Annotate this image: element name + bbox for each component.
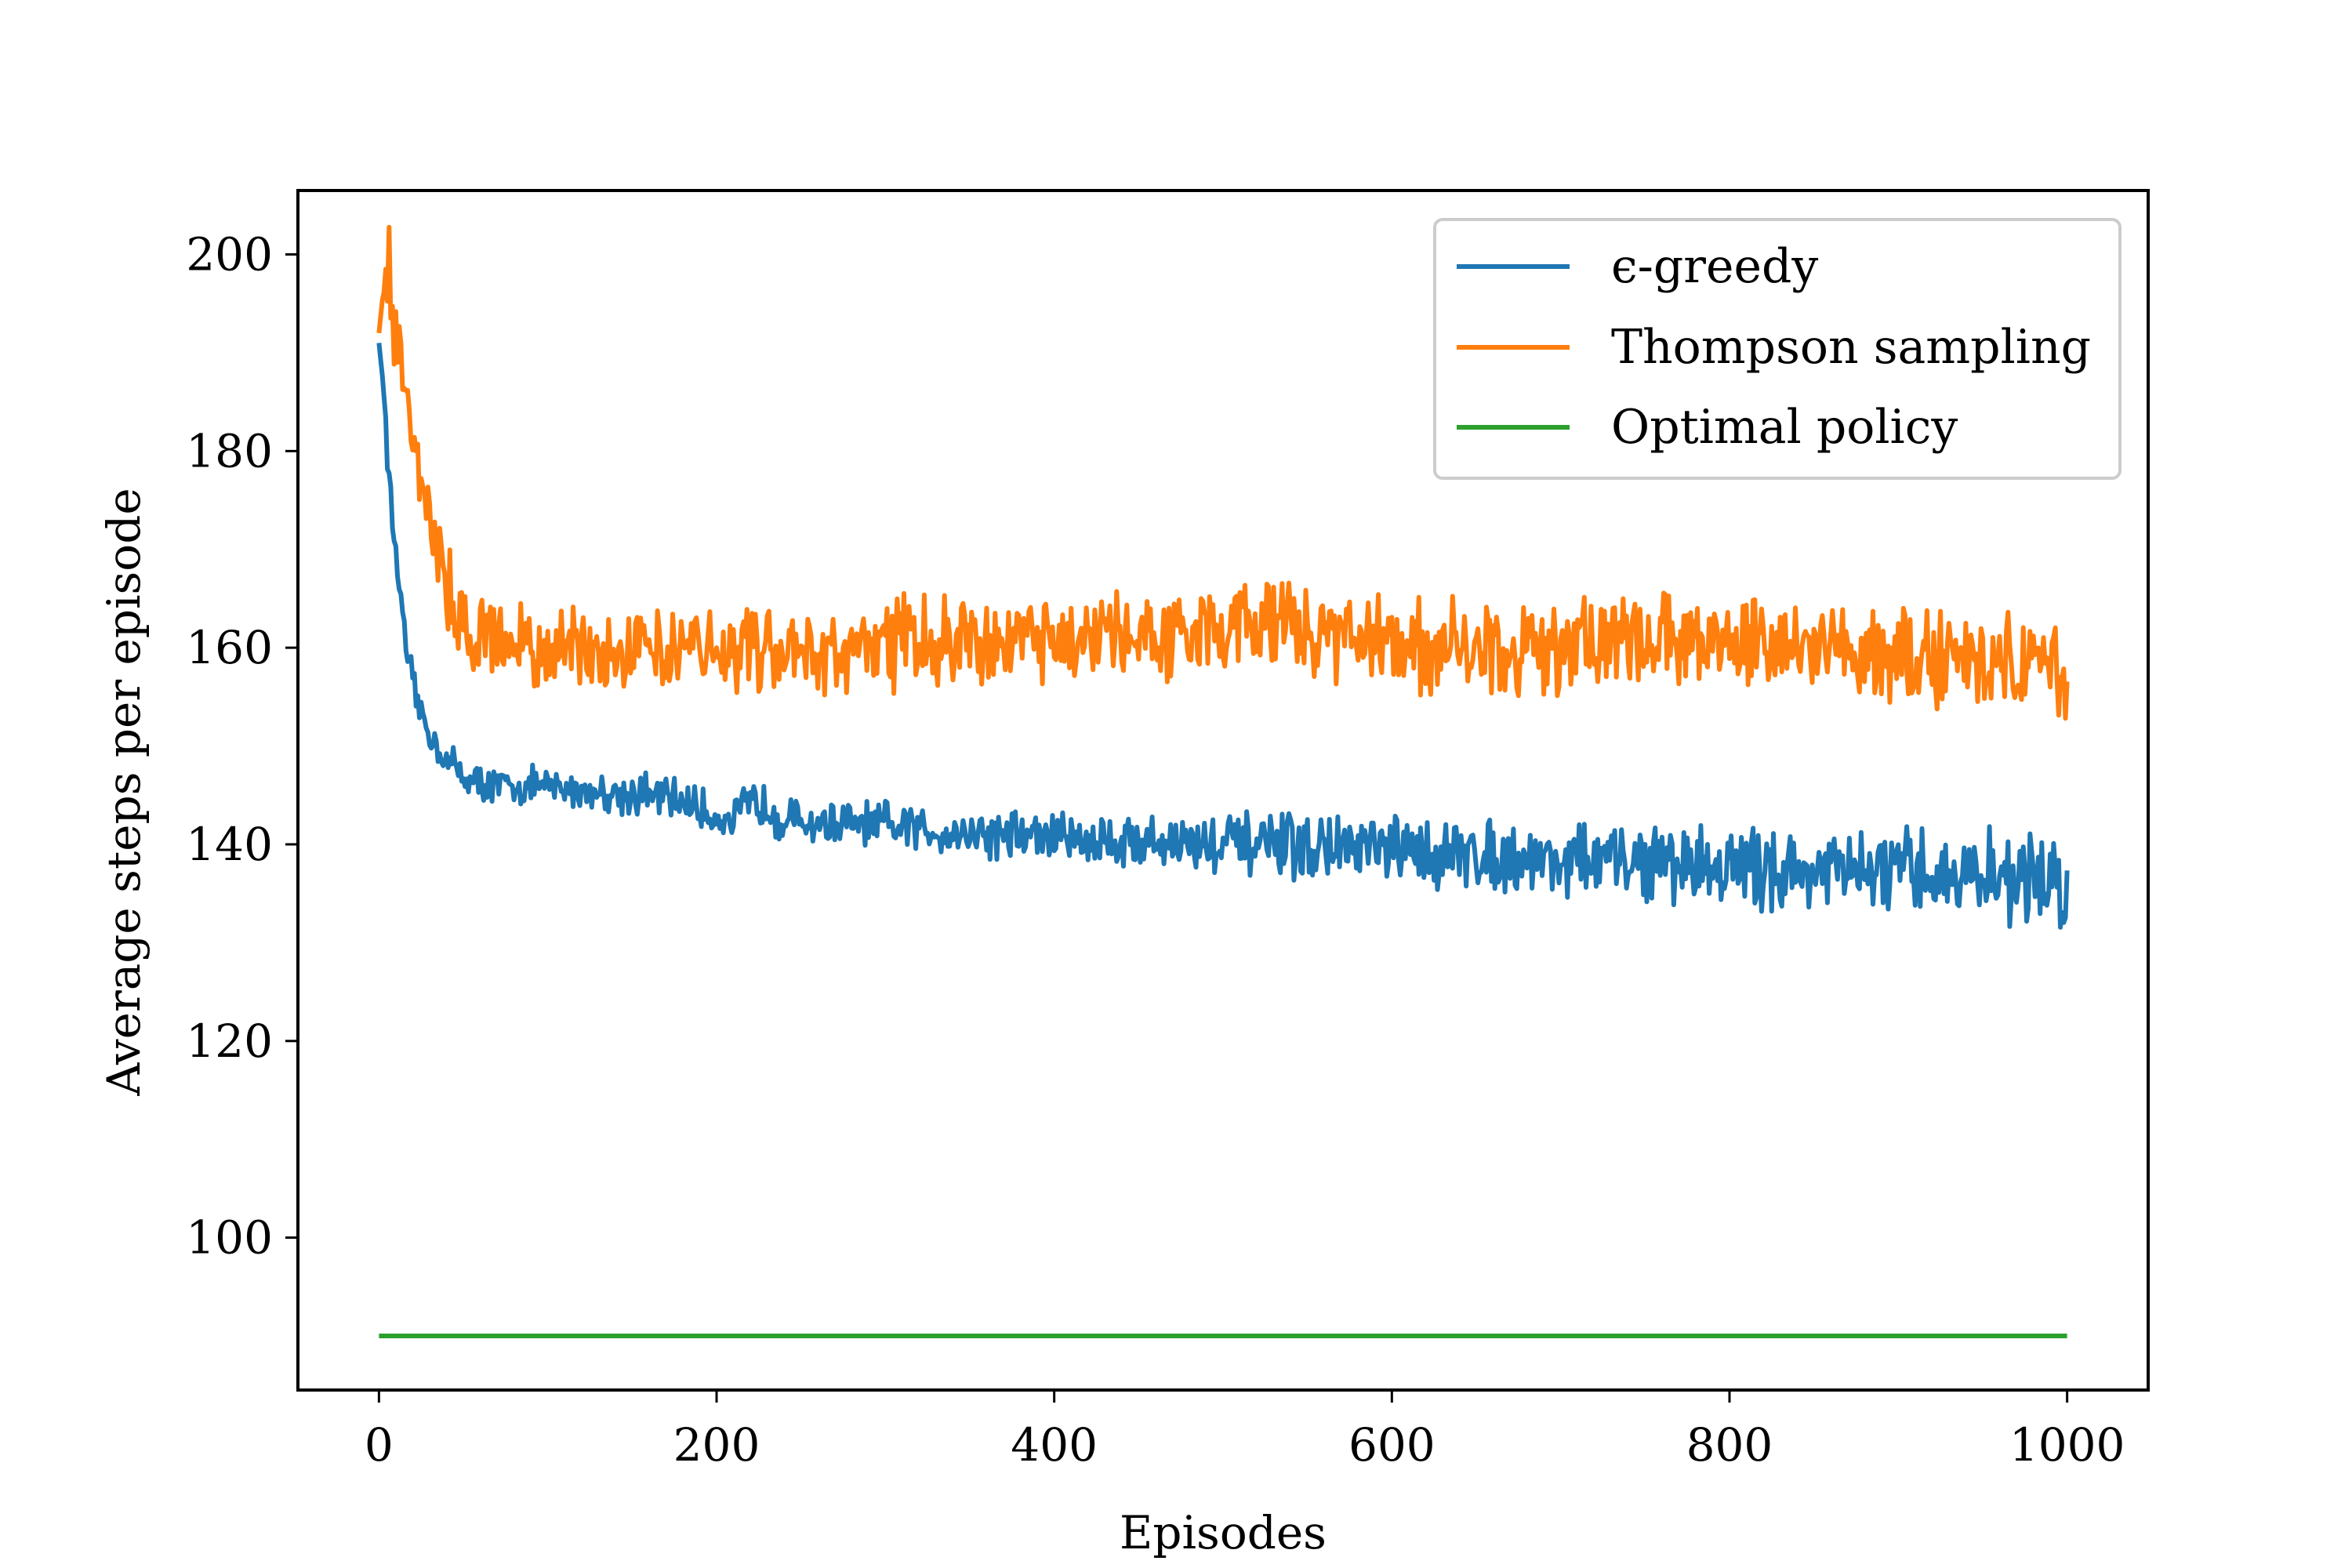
legend: ϵ-greedy Thompson sampling Optimal polic…: [1433, 218, 2122, 480]
series-line-greedy: [376, 343, 2070, 930]
y-axis-label: Average steps per episode: [97, 488, 151, 1096]
x-tick-label: 1000: [2009, 1418, 2125, 1472]
x-tick-label: 400: [1011, 1418, 1098, 1472]
y-tick-label: 200: [186, 228, 273, 281]
x-tick-label: 600: [1348, 1418, 1436, 1472]
y-tick-label: 120: [186, 1014, 273, 1068]
legend-box: [1433, 218, 2122, 480]
y-tick-label: 180: [186, 424, 273, 477]
axis-ticks: 0 200 400 600 800 1000 100 120 140 160 180 200: [186, 228, 2125, 1472]
y-tick-label: 140: [186, 818, 273, 871]
x-tick-label: 200: [673, 1418, 760, 1472]
x-tick-label: 800: [1686, 1418, 1773, 1472]
legend-label-epsilon-greedy: ϵ-greedy: [1611, 239, 1818, 294]
y-tick-label: 100: [186, 1211, 273, 1265]
y-tick-label: 160: [186, 621, 273, 674]
x-tick-label: 0: [365, 1418, 394, 1472]
series-layer: [376, 224, 2070, 1338]
plot-frame: [296, 189, 2150, 1392]
legend-label-optimal-policy: Optimal policy: [1611, 400, 1958, 455]
legend-label-thompson-sampling: Thompson sampling: [1611, 320, 2091, 375]
series-line-thompson-sampling: [376, 224, 2070, 721]
x-axis-label: Episodes: [1120, 1506, 1327, 1559]
